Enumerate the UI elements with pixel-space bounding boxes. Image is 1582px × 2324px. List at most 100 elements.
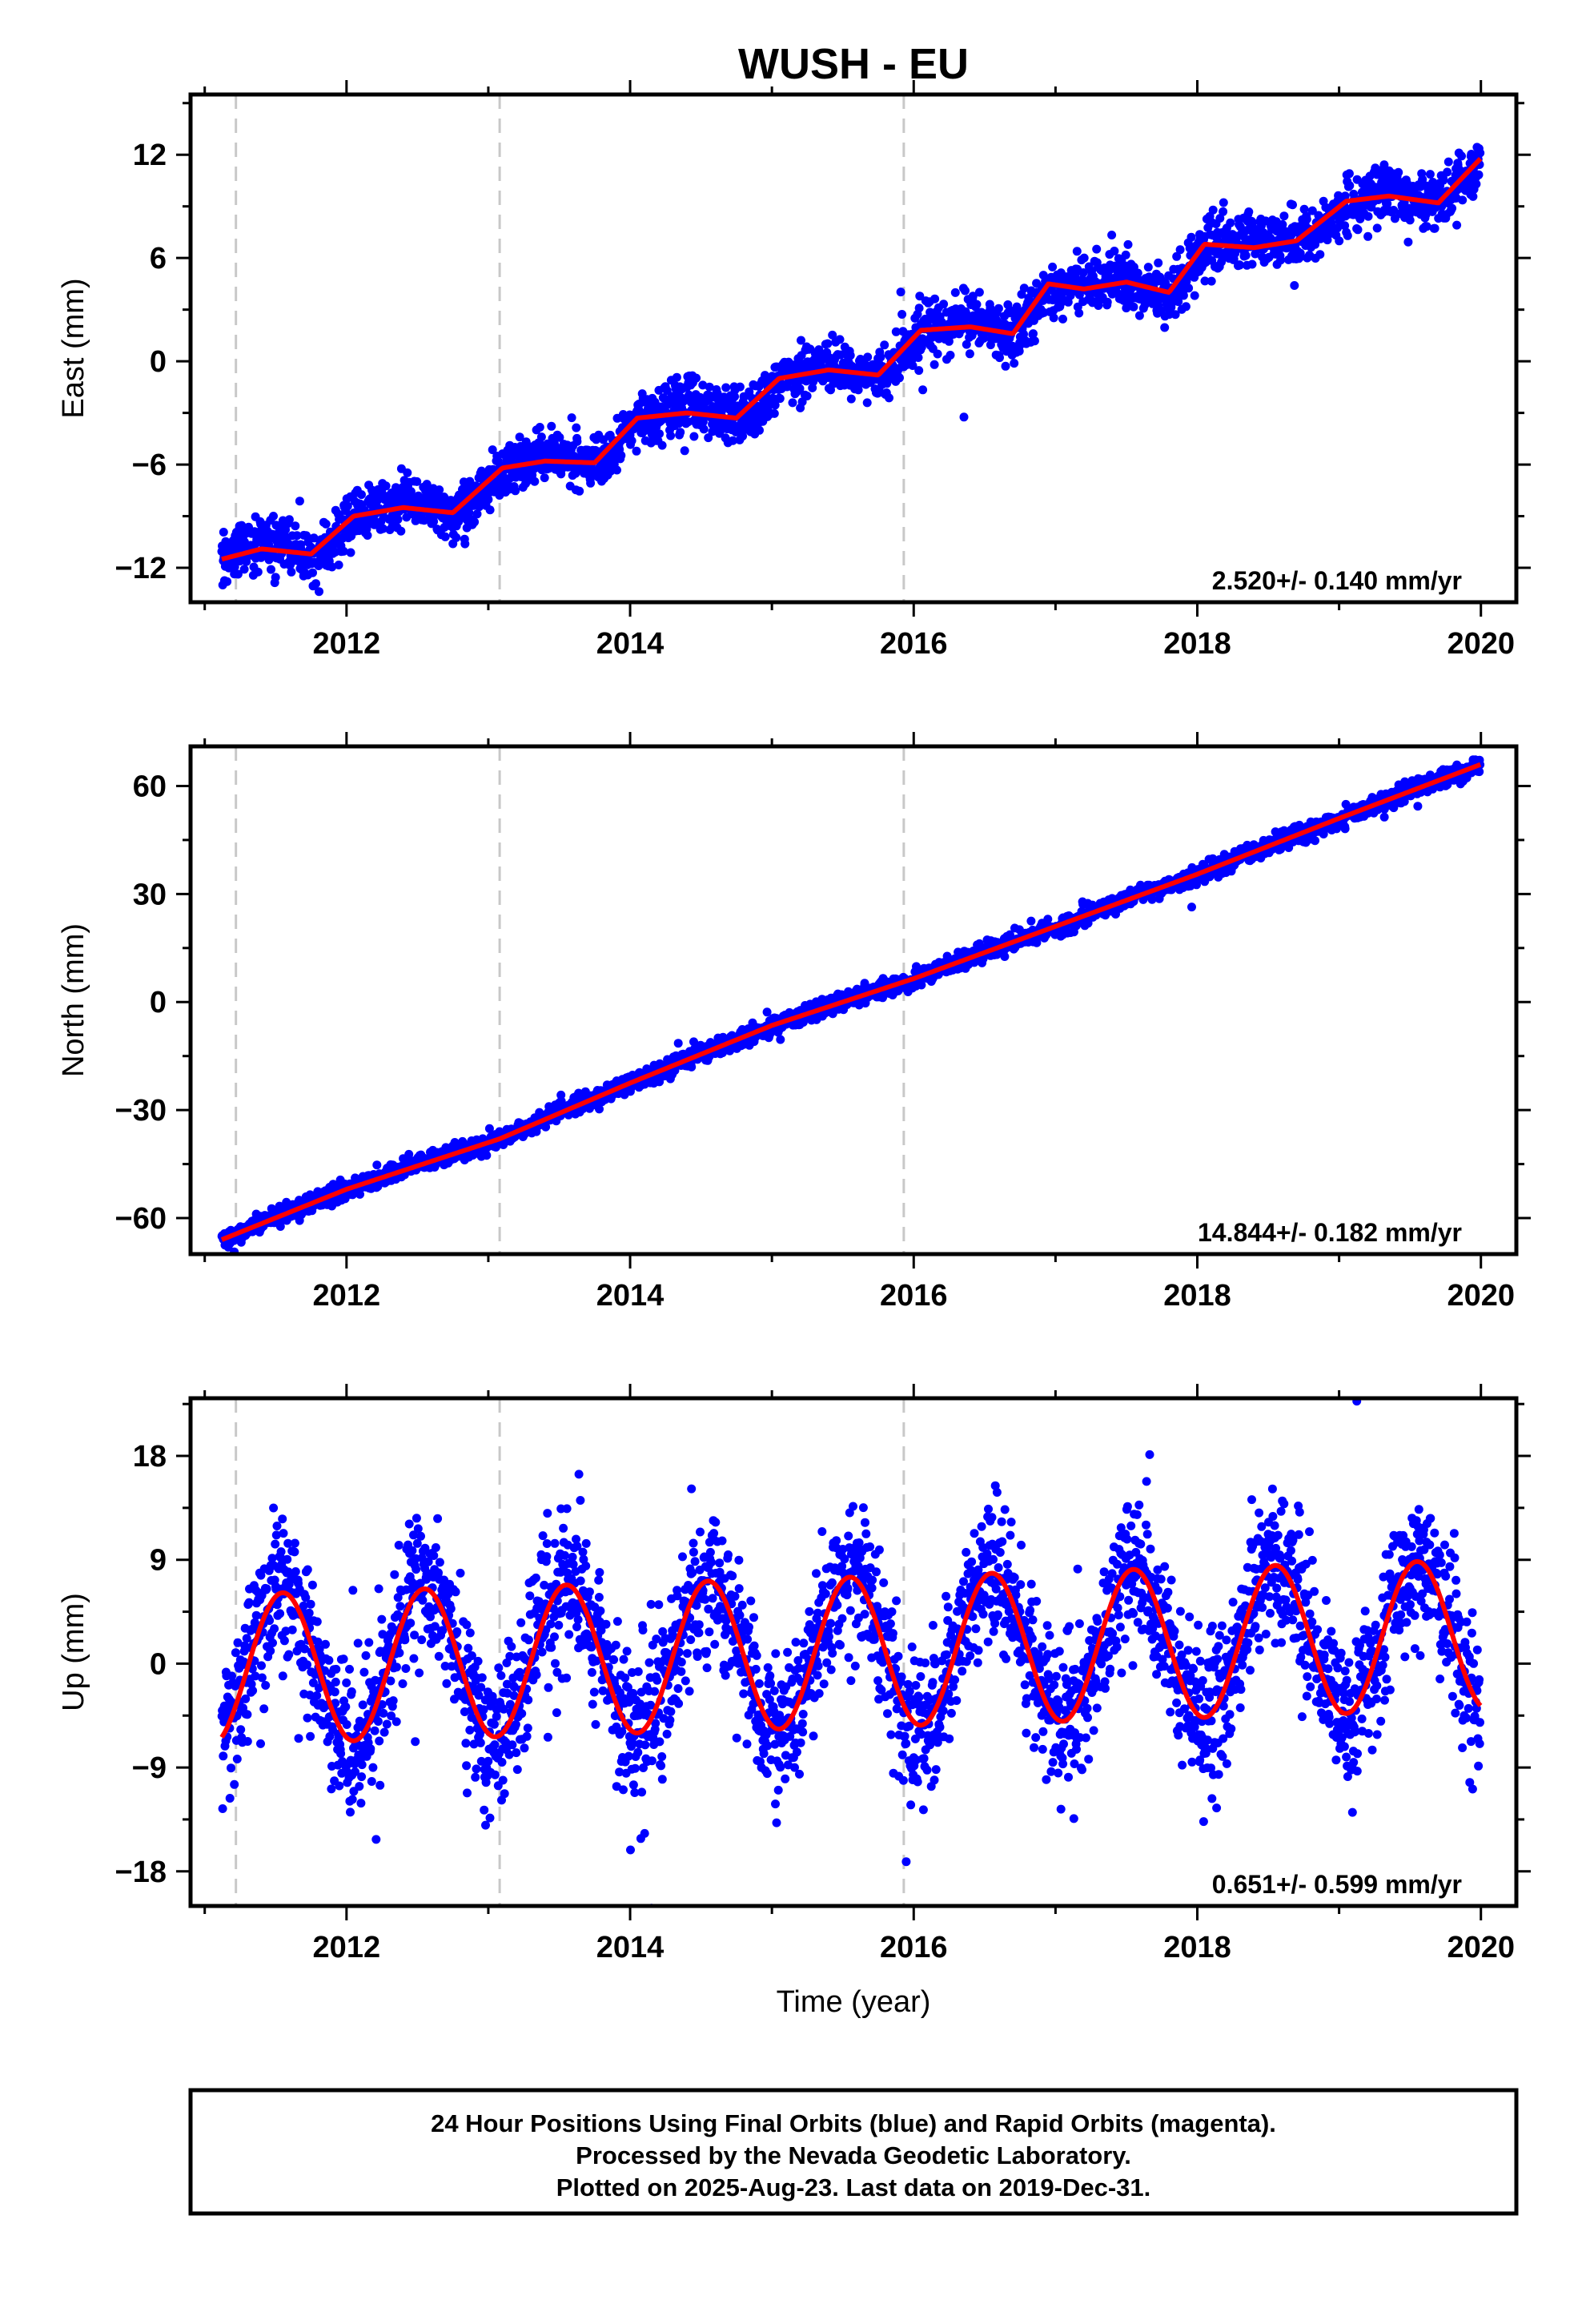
data-point: [1074, 308, 1084, 318]
data-point: [540, 473, 549, 483]
data-point: [914, 304, 924, 313]
data-point: [1134, 311, 1144, 320]
data-point: [1383, 199, 1392, 208]
data-point: [1219, 198, 1228, 207]
data-point: [586, 478, 596, 488]
data-point: [1030, 336, 1039, 346]
data-point: [287, 567, 296, 577]
data-point: [672, 372, 681, 382]
data-point: [267, 565, 275, 574]
data-point: [1372, 223, 1382, 233]
data-point: [1278, 219, 1287, 229]
data-point: [968, 292, 978, 301]
data-point: [1323, 235, 1332, 245]
data-point: [1207, 276, 1216, 286]
data-point: [1307, 206, 1317, 215]
data-point: [846, 394, 856, 404]
data-point: [962, 340, 971, 349]
data-point: [705, 382, 714, 392]
data-point: [704, 433, 713, 443]
data-point: [485, 505, 495, 515]
data-point: [788, 398, 797, 408]
data-point: [1244, 207, 1254, 216]
data-point: [914, 366, 924, 376]
data-point: [511, 486, 520, 496]
data-point: [972, 300, 982, 309]
data-point: [950, 287, 960, 297]
data-point: [1102, 297, 1112, 307]
data-point: [1353, 225, 1363, 235]
data-point: [1452, 220, 1462, 230]
data-point: [797, 336, 805, 345]
data-point: [1172, 251, 1182, 261]
data-point: [738, 432, 748, 441]
data-point: [1290, 281, 1299, 290]
x-tick-label: 2014: [596, 627, 665, 661]
data-point: [1340, 221, 1350, 231]
data-point: [1299, 204, 1309, 214]
data-point: [1175, 245, 1185, 255]
data-point: [363, 531, 372, 540]
data-point: [730, 392, 739, 401]
data-point: [488, 445, 497, 455]
data-point: [321, 519, 331, 529]
y-tick-label: 6: [150, 242, 167, 275]
data-point: [1439, 175, 1448, 185]
data-point: [1190, 291, 1199, 300]
data-point: [974, 287, 984, 297]
data-point: [1058, 314, 1067, 324]
data-point: [896, 287, 905, 297]
east-points: [217, 143, 1485, 597]
data-point: [1288, 200, 1297, 210]
data-point: [666, 431, 676, 440]
x-tick-label: 2016: [880, 627, 948, 661]
data-point: [735, 382, 745, 392]
data-point: [918, 385, 928, 395]
y-tick-label: 12: [133, 139, 167, 172]
data-point: [632, 446, 641, 456]
data-point: [1123, 239, 1133, 249]
data-point: [1110, 247, 1119, 255]
data-point: [572, 436, 582, 446]
data-point: [853, 385, 863, 395]
data-point: [728, 436, 737, 445]
data-point: [1279, 211, 1289, 221]
data-point: [769, 408, 779, 418]
data-point: [1394, 167, 1403, 177]
data-point: [1143, 263, 1153, 272]
data-point: [1200, 276, 1210, 286]
data-point: [1010, 359, 1019, 368]
data-point: [862, 398, 872, 408]
data-point: [1447, 203, 1457, 213]
data-point: [1160, 323, 1170, 332]
data-point: [1184, 283, 1194, 293]
data-point: [381, 481, 391, 491]
data-point: [292, 531, 302, 541]
data-point: [908, 361, 917, 370]
data-point: [1418, 175, 1427, 184]
data-point: [687, 1062, 697, 1072]
data-point: [440, 532, 450, 541]
data-point: [1457, 151, 1466, 161]
data-point: [1048, 262, 1058, 271]
data-point: [567, 413, 576, 423]
y-tick-label: −6: [132, 448, 167, 482]
data-point: [1049, 313, 1058, 323]
data-point: [1340, 191, 1350, 201]
data-point: [1472, 179, 1481, 189]
data-point: [1186, 232, 1196, 242]
data-point: [1092, 244, 1102, 254]
data-point: [1458, 195, 1468, 205]
data-point: [1403, 237, 1413, 247]
data-point: [406, 487, 416, 497]
data-point: [233, 569, 243, 579]
data-point: [470, 517, 480, 527]
data-point: [530, 476, 540, 486]
data-point: [1363, 211, 1373, 221]
data-point: [662, 386, 672, 396]
data-point: [1154, 258, 1163, 267]
data-point: [1363, 231, 1373, 241]
data-point: [930, 294, 940, 304]
